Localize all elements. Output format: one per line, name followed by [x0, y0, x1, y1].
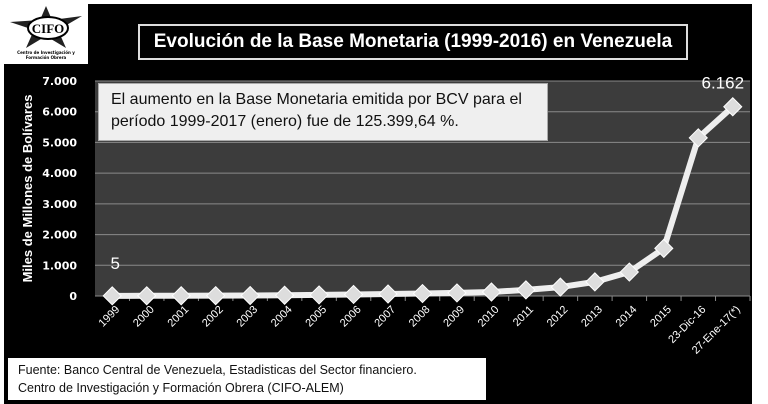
data-point — [343, 284, 364, 305]
chart-title: Evolución de la Base Monetaria (1999-201… — [138, 24, 688, 60]
annotation-line-2: período 1999-2017 (enero) fue de 125.399… — [111, 113, 459, 130]
x-tick-label: 2012 — [545, 304, 571, 330]
annotation-line-1: El aumento en la Base Monetaria emitida … — [111, 91, 522, 108]
x-tick-label: 2008 — [407, 304, 433, 330]
y-tick-label: 3.000 — [42, 198, 77, 211]
x-tick-label: 1999 — [97, 304, 123, 330]
x-tick-label: 2015 — [648, 304, 674, 330]
data-point — [240, 285, 260, 306]
source-footer: Fuente: Banco Central de Venezuela, Esta… — [8, 358, 486, 400]
data-point — [102, 286, 122, 306]
y-tick-label: 5.000 — [42, 136, 77, 149]
data-point — [378, 284, 398, 304]
data-label: 6.162 — [701, 74, 744, 93]
data-point — [171, 286, 191, 306]
gear-star-logo-icon: CIFO — [10, 6, 82, 48]
x-tick-label: 2007 — [372, 304, 398, 330]
data-label: 5 — [111, 254, 120, 273]
y-tick-label: 0 — [69, 290, 77, 303]
footer-org: Centro de Investigación y Formación Obre… — [18, 381, 344, 395]
x-tick-label: 2005 — [303, 304, 329, 330]
x-tick-label: 2004 — [269, 304, 295, 330]
x-tick-label: 2014 — [614, 304, 640, 330]
x-tick-label: 2002 — [200, 304, 226, 330]
logo-subtitle: Centro de Investigación y Formación Obre… — [17, 50, 75, 60]
data-point — [274, 285, 295, 305]
data-point — [654, 238, 674, 259]
data-point — [619, 262, 640, 282]
svg-text:CIFO: CIFO — [32, 21, 65, 36]
x-tick-label: 2010 — [476, 304, 502, 330]
x-tick-label: 2013 — [579, 304, 605, 330]
x-tick-label: 2003 — [234, 304, 260, 330]
data-point — [309, 285, 329, 305]
x-tick-label: 2011 — [511, 304, 536, 329]
x-tick-label: 2009 — [441, 304, 467, 330]
data-point — [550, 277, 571, 297]
data-point — [688, 128, 708, 148]
annotation-box: El aumento en la Base Monetaria emitida … — [98, 83, 548, 141]
x-tick-label: 2006 — [338, 304, 364, 330]
y-tick-label: 4.000 — [42, 167, 77, 180]
data-point — [585, 272, 605, 292]
y-tick-label: 2.000 — [42, 229, 77, 242]
cifo-logo: CIFO Centro de Investigación y Formación… — [4, 4, 88, 64]
data-point — [516, 280, 536, 300]
data-point — [205, 285, 226, 306]
x-tick-label: 2001 — [166, 304, 192, 330]
y-tick-label: 7.000 — [42, 75, 77, 88]
data-point — [481, 282, 502, 302]
x-tick-label: 2000 — [131, 304, 157, 330]
data-point — [723, 97, 743, 117]
y-axis-label: Miles de Millones de Bolívares — [20, 95, 35, 283]
data-point — [137, 286, 157, 306]
y-tick-label: 1.000 — [42, 259, 77, 272]
y-tick-label: 6.000 — [42, 106, 77, 119]
data-point — [412, 283, 433, 304]
data-point — [447, 283, 467, 303]
footer-source: Fuente: Banco Central de Venezuela, Esta… — [18, 363, 417, 377]
